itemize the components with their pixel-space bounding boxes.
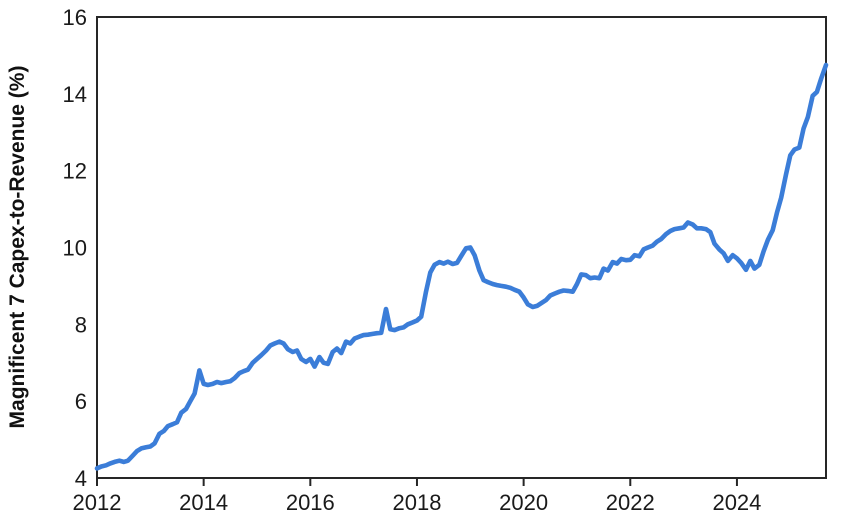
y-tick-label: 4 bbox=[75, 466, 87, 491]
capex-to-revenue-line bbox=[94, 62, 829, 471]
y-tick-label: 8 bbox=[75, 312, 87, 337]
x-tick-label: 2018 bbox=[392, 490, 441, 515]
y-tick-label: 16 bbox=[63, 5, 87, 30]
y-tick-label: 6 bbox=[75, 389, 87, 414]
y-tick-label: 14 bbox=[63, 82, 87, 107]
labels-layer: 2012 2014 2016 2018 2020 2022 2024 4 6 8 10 12 14 16 bbox=[63, 5, 762, 515]
x-tick-label: 2024 bbox=[712, 490, 761, 515]
plot-border bbox=[96, 16, 827, 479]
axes-layer bbox=[96, 16, 827, 486]
x-tick-label: 2020 bbox=[499, 490, 548, 515]
series-layer bbox=[94, 62, 829, 471]
y-tick-label: 10 bbox=[63, 236, 87, 261]
x-tick-label: 2022 bbox=[606, 490, 655, 515]
y-tick-label: 12 bbox=[63, 159, 87, 184]
x-tick-label: 2014 bbox=[179, 490, 228, 515]
x-tick-label: 2012 bbox=[73, 490, 122, 515]
x-tick-label: 2016 bbox=[286, 490, 335, 515]
y-axis-title: Magnificent 7 Capex-to-Revenue (%) bbox=[6, 66, 29, 429]
